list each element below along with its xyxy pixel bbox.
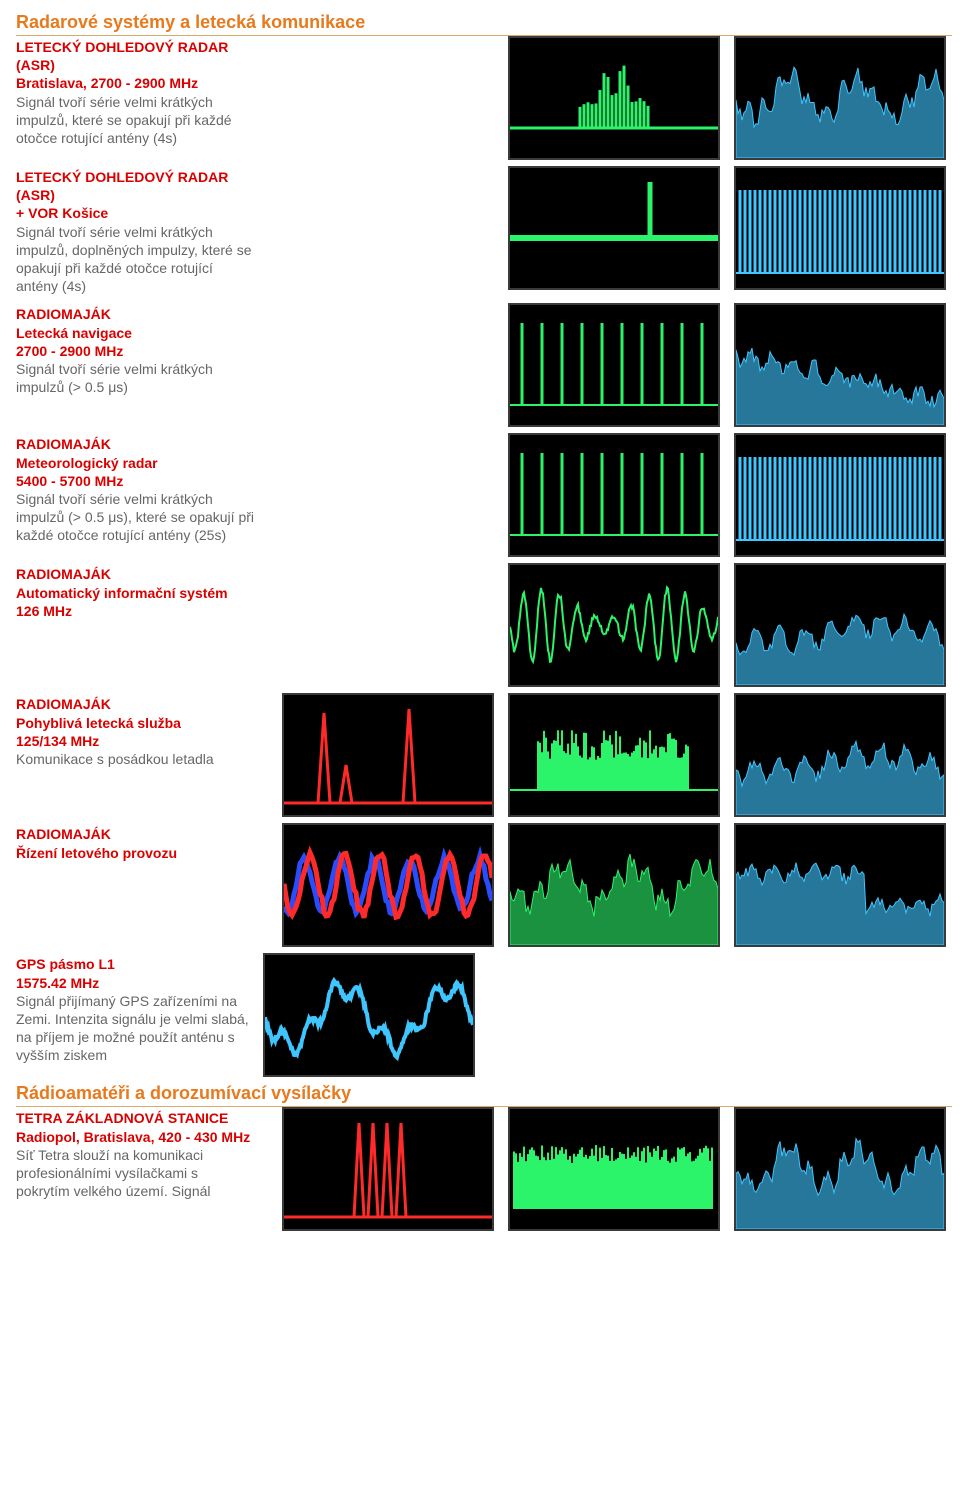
- item-desc: Signál tvoří série velmi krátkých impulz…: [16, 224, 252, 295]
- scope-group: [263, 823, 952, 947]
- scope-group: [263, 953, 952, 1077]
- item-desc: Signál přijímaný GPS zařízeními na Zemi.…: [16, 993, 249, 1064]
- item-row: RADIOMAJÁKMeteorologický radar5400 - 570…: [8, 433, 952, 557]
- item-title: RADIOMAJÁKŘízení letového provozu: [16, 826, 177, 860]
- item-title: RADIOMAJÁKMeteorologický radar5400 - 570…: [16, 436, 158, 488]
- scope-waveform: [734, 166, 946, 290]
- scope-waveform: [508, 563, 720, 687]
- scope-group: [263, 303, 952, 427]
- scope-waveform: [734, 823, 946, 947]
- item-row: TETRA ZÁKLADNOVÁ STANICERadiopol, Bratis…: [8, 1107, 952, 1231]
- item-title: RADIOMAJÁKLetecká navigace2700 - 2900 MH…: [16, 306, 132, 358]
- scope-waveform: [734, 563, 946, 687]
- item-row: RADIOMAJÁKŘízení letového provozu: [8, 823, 952, 947]
- scope-waveform: [734, 36, 946, 160]
- item-title: LETECKÝ DOHLEDOVÝ RADAR (ASR)Bratislava,…: [16, 39, 228, 91]
- item-title: TETRA ZÁKLADNOVÁ STANICERadiopol, Bratis…: [16, 1110, 250, 1144]
- item-row: RADIOMAJÁKAutomatický informační systém1…: [8, 563, 952, 687]
- scope-waveform: [508, 823, 720, 947]
- item-row: LETECKÝ DOHLEDOVÝ RADAR (ASR)+ VOR Košic…: [8, 166, 952, 297]
- item-row: RADIOMAJÁKPohyblivá letecká služba125/13…: [8, 693, 952, 817]
- scope-group: [263, 433, 952, 557]
- section-title: Radarové systémy a letecká komunikace: [16, 12, 952, 36]
- item-title: RADIOMAJÁKPohyblivá letecká služba125/13…: [16, 696, 181, 748]
- scope-waveform: [734, 303, 946, 427]
- item-desc: Signál tvoří série velmi krátkých impulz…: [16, 491, 254, 543]
- scope-group: [263, 36, 952, 160]
- item-desc: Signál tvoří série velmi krátkých impulz…: [16, 361, 213, 395]
- item-title: LETECKÝ DOHLEDOVÝ RADAR (ASR)+ VOR Košic…: [16, 169, 228, 221]
- scope-group: [263, 563, 952, 687]
- scope-waveform: [282, 1107, 494, 1231]
- scope-waveform: [508, 1107, 720, 1231]
- scope-waveform: [508, 166, 720, 290]
- scope-group: [263, 166, 952, 290]
- item-desc: Signál tvoří série velmi krátkých impulz…: [16, 94, 232, 146]
- scope-waveform: [734, 693, 946, 817]
- scope-group: [263, 1107, 952, 1231]
- scope-waveform: [508, 303, 720, 427]
- item-desc: Komunikace s posádkou letadla: [16, 751, 214, 767]
- item-row: LETECKÝ DOHLEDOVÝ RADAR (ASR)Bratislava,…: [8, 36, 952, 160]
- scope-waveform: [282, 693, 494, 817]
- item-desc: Síť Tetra slouží na komunikaci profesion…: [16, 1147, 211, 1199]
- section-title: Rádioamatéři a dorozumívací vysílačky: [16, 1083, 952, 1107]
- scope-waveform: [734, 1107, 946, 1231]
- item-row: RADIOMAJÁKLetecká navigace2700 - 2900 MH…: [8, 303, 952, 427]
- item-title: GPS pásmo L11575.42 MHz: [16, 956, 115, 990]
- scope-waveform: [508, 36, 720, 160]
- scope-waveform: [263, 953, 475, 1077]
- scope-waveform: [508, 433, 720, 557]
- scope-group: [263, 693, 952, 817]
- item-title: RADIOMAJÁKAutomatický informační systém1…: [16, 566, 228, 618]
- scope-waveform: [282, 823, 494, 947]
- scope-waveform: [508, 693, 720, 817]
- scope-waveform: [734, 433, 946, 557]
- item-row: GPS pásmo L11575.42 MHz Signál přijímaný…: [8, 953, 952, 1077]
